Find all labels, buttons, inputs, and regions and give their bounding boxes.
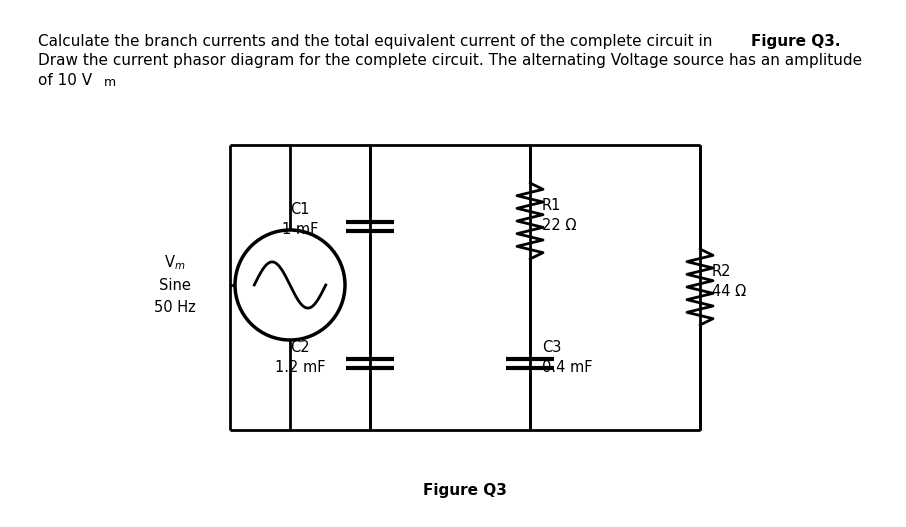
Text: of 10 V: of 10 V: [38, 73, 92, 87]
Text: 1 mF: 1 mF: [282, 222, 318, 238]
Text: Sine: Sine: [159, 278, 191, 292]
Text: Figure Q3: Figure Q3: [423, 483, 507, 498]
Text: V$_m$: V$_m$: [164, 253, 186, 272]
Text: C1: C1: [290, 202, 310, 218]
Text: C3: C3: [542, 339, 562, 355]
Text: m: m: [104, 76, 116, 90]
Text: Calculate the branch currents and the total equivalent current of the complete c: Calculate the branch currents and the to…: [38, 34, 718, 49]
Text: 0.4 mF: 0.4 mF: [542, 359, 593, 375]
Text: R2: R2: [712, 264, 731, 278]
Text: 22 Ω: 22 Ω: [542, 218, 576, 232]
Text: Draw the current phasor diagram for the complete circuit. The alternating Voltag: Draw the current phasor diagram for the …: [38, 53, 863, 67]
Text: C2: C2: [290, 339, 310, 355]
Text: 44 Ω: 44 Ω: [712, 284, 747, 298]
Text: 1.2 mF: 1.2 mF: [275, 359, 325, 375]
Text: 50 Hz: 50 Hz: [154, 299, 196, 315]
Text: Figure Q3.: Figure Q3.: [751, 34, 841, 49]
Text: R1: R1: [542, 198, 562, 212]
